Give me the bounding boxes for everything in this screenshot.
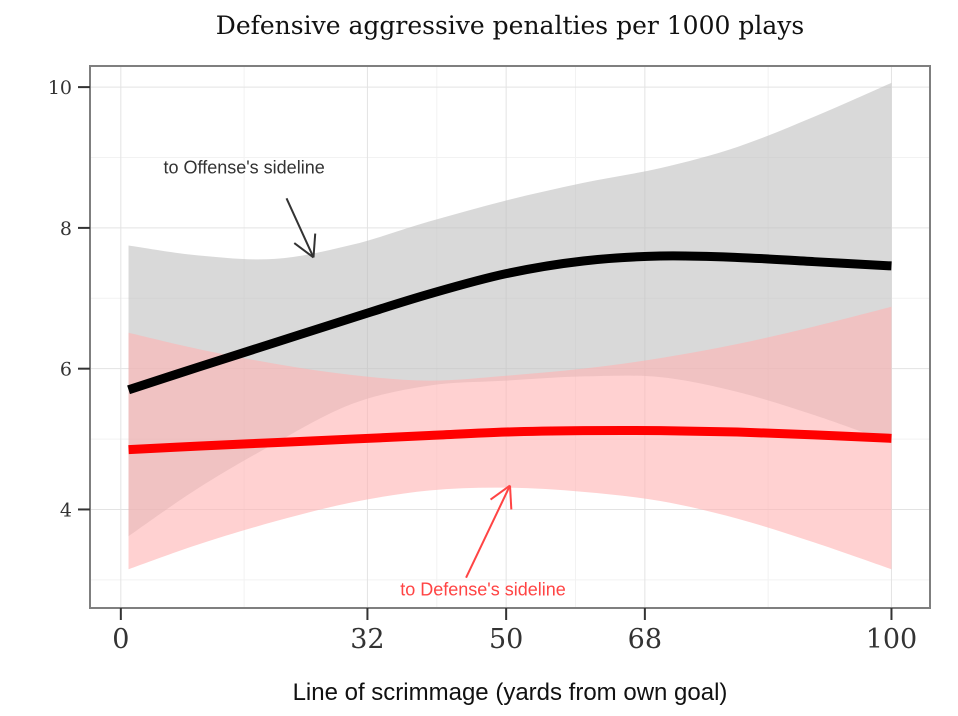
series-lines — [127, 251, 892, 455]
annotations: to Offense's sideline to Defense's sideli… — [164, 158, 566, 600]
annotation-arrow — [285, 197, 315, 258]
annotation-label: to Defense's sideline — [400, 579, 566, 599]
y-tick-label: 8 — [60, 218, 72, 240]
x-tick-label: 0 — [112, 624, 129, 655]
plot-panel-border — [89, 65, 931, 609]
y-tick-label: 4 — [60, 499, 72, 521]
chart-title: Defensive aggressive penalties per 1000 … — [216, 11, 804, 40]
annotation-arrowhead — [489, 484, 511, 501]
annotation-arrow — [465, 485, 511, 579]
series-line-2 — [128, 425, 892, 455]
confidence-bands — [128, 82, 892, 570]
annotation-arrowhead — [509, 485, 513, 510]
annotation-arrowhead — [312, 233, 317, 258]
confidence-band-1 — [128, 82, 892, 537]
y-tick-label: 10 — [48, 77, 72, 99]
x-tick-label: 50 — [489, 624, 523, 655]
confidence-band-2 — [128, 306, 892, 570]
annotation-label: to Offense's sideline — [164, 158, 325, 178]
x-axis-label: Line of scrimmage (yards from own goal) — [293, 679, 728, 706]
x-tick-label: 100 — [866, 624, 918, 655]
x-tick-label: 32 — [350, 624, 384, 655]
y-tick-label: 6 — [60, 359, 72, 381]
annotation-arrowhead — [293, 242, 315, 259]
series-line-1 — [127, 251, 892, 395]
x-tick-label: 68 — [628, 624, 662, 655]
